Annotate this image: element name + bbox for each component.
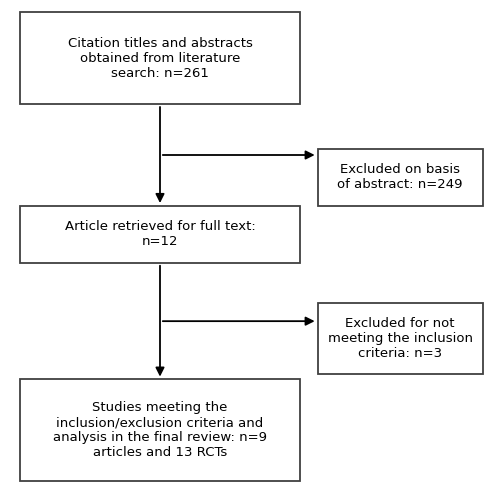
FancyBboxPatch shape [20,206,300,263]
Text: Citation titles and abstracts
obtained from literature
search: n=261: Citation titles and abstracts obtained f… [68,37,252,80]
FancyBboxPatch shape [20,379,300,481]
Text: Article retrieved for full text:
n=12: Article retrieved for full text: n=12 [64,220,256,248]
Text: Studies meeting the
inclusion/exclusion criteria and
analysis in the final revie: Studies meeting the inclusion/exclusion … [53,401,267,459]
Text: Excluded for not
meeting the inclusion
criteria: n=3: Excluded for not meeting the inclusion c… [328,317,472,360]
FancyBboxPatch shape [20,12,300,104]
FancyBboxPatch shape [318,303,482,374]
FancyBboxPatch shape [318,149,482,206]
Text: Excluded on basis
of abstract: n=249: Excluded on basis of abstract: n=249 [337,163,463,191]
